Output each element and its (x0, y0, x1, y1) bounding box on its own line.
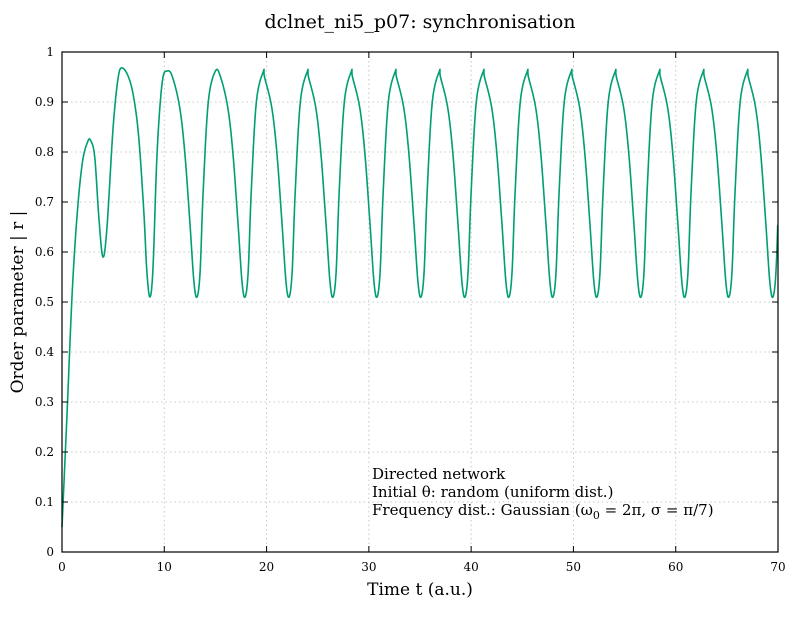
y-tick-label: 0.2 (35, 445, 54, 459)
x-tick-label: 70 (770, 560, 785, 574)
y-tick-label: 0.3 (35, 395, 54, 409)
y-tick-label: 0.4 (35, 345, 54, 359)
y-tick-label: 1 (46, 45, 54, 59)
x-tick-label: 20 (259, 560, 274, 574)
y-axis: 0 0.1 0.2 0.3 0.4 0.5 0.6 0.7 0.8 0.9 1 (35, 45, 778, 559)
annotation-line-2: Initial θ: random (uniform dist.) (372, 483, 613, 501)
x-axis-label: Time t (a.u.) (367, 580, 473, 600)
x-tick-label: 50 (566, 560, 581, 574)
series-line (61, 67, 779, 528)
annotation-line-3: Frequency dist.: Gaussian (ω0 = 2π, σ = … (372, 501, 714, 522)
y-tick-label: 0.8 (35, 145, 54, 159)
y-tick-label: 0.9 (35, 95, 54, 109)
annotation: Directed network Initial θ: random (unif… (372, 465, 714, 522)
annotation-freq-suffix: = 2π, σ = π/7) (600, 501, 714, 519)
annotation-freq-prefix: Frequency dist.: Gaussian (ω (372, 501, 593, 519)
x-tick-label: 10 (157, 560, 172, 574)
annotation-freq-subscript: 0 (593, 509, 600, 522)
x-tick-label: 0 (58, 560, 66, 574)
chart-title: dclnet_ni5_p07: synchronisation (264, 11, 575, 33)
x-tick-label: 30 (361, 560, 376, 574)
annotation-line-1: Directed network (372, 465, 506, 483)
x-tick-label: 60 (668, 560, 683, 574)
x-axis: 0 10 20 30 40 50 60 70 (58, 52, 786, 574)
y-tick-label: 0 (46, 545, 54, 559)
series-layer (61, 67, 779, 528)
y-tick-label: 0.1 (35, 495, 54, 509)
y-tick-label: 0.5 (35, 295, 54, 309)
x-tick-label: 40 (464, 560, 479, 574)
y-tick-label: 0.7 (35, 195, 54, 209)
y-tick-label: 0.6 (35, 245, 54, 259)
y-axis-label: Order parameter | r | (8, 211, 28, 394)
